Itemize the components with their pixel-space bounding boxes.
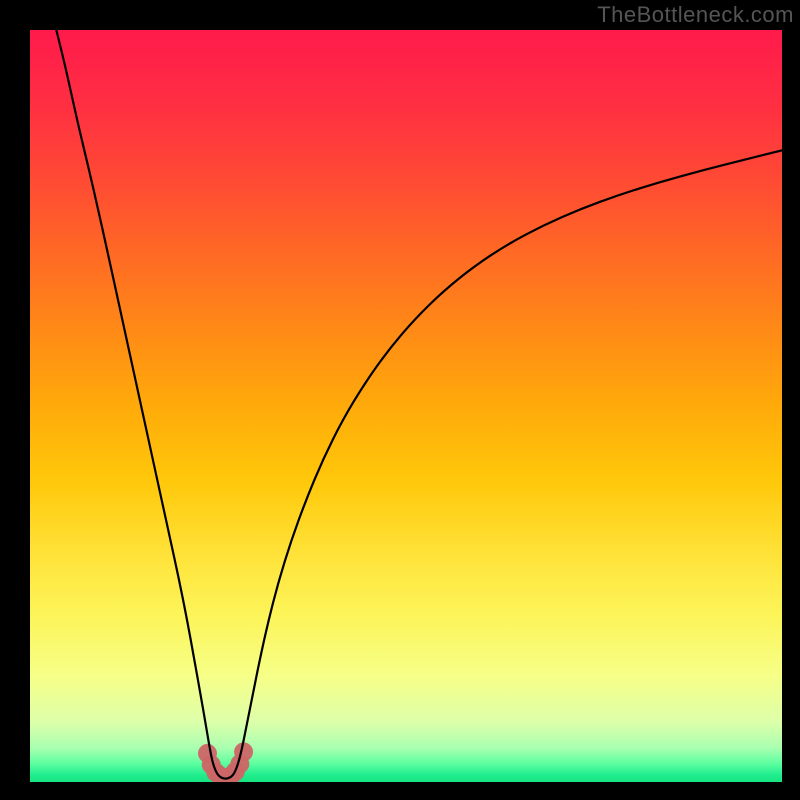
trough-highlight: [198, 742, 253, 782]
plot-area: [30, 30, 782, 782]
curve-layer: [30, 30, 782, 782]
bottleneck-curve: [56, 30, 782, 779]
watermark-text: TheBottleneck.com: [597, 2, 794, 28]
stage: TheBottleneck.com: [0, 0, 800, 800]
